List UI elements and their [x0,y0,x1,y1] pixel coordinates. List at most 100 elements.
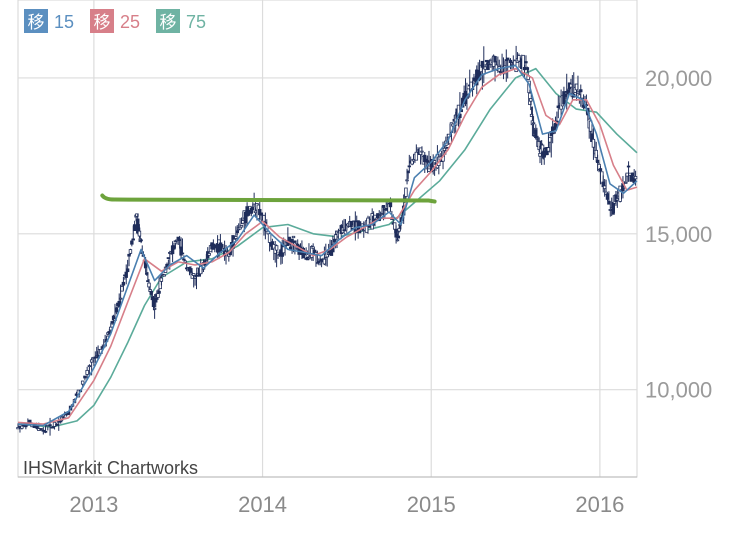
legend-period: 25 [120,12,140,32]
price-candle [152,307,157,310]
legend-item-ma25[interactable]: 移 25 [90,9,140,33]
price-candle [524,61,528,64]
legend-period: 75 [186,12,206,32]
price-candle [41,429,45,432]
ma75-line [17,67,638,428]
price-candle [43,430,48,433]
price-candle [633,176,638,180]
price-candle [48,424,52,427]
price-candle [525,67,530,70]
x-tick-label: 2015 [407,492,456,517]
price-candle [486,60,490,71]
price-candle [396,235,401,239]
price-candle [139,239,143,242]
price-candle [397,227,401,232]
ma25-series [17,67,638,425]
price-candle [493,56,497,63]
legend-badge [156,9,180,33]
price-candle [427,168,431,172]
price-candle [274,245,279,251]
price-candle [191,273,196,276]
price-candle [508,59,513,63]
price-candle [149,290,153,295]
price-candle [50,426,54,429]
price-candle [293,240,297,243]
price-candle [182,258,186,261]
legend-item-ma15[interactable]: 移 15 [24,9,74,33]
price-candle [130,240,134,245]
price-candle [147,282,151,288]
price-candle [183,260,187,263]
price-candle [114,307,119,313]
price-candle [180,252,185,255]
price-candle [404,187,408,197]
y-tick-label: 20,000 [645,66,712,91]
price-candle [628,172,632,176]
price-candle [420,150,424,153]
y-tick-label: 10,000 [645,378,712,403]
price-candle [143,263,148,269]
price-candle [405,179,409,182]
price-candle [531,122,536,125]
price-candle [59,420,63,423]
price-candle [311,246,315,249]
price-candle [538,152,542,157]
legend-badge [90,9,114,33]
price-candle [595,159,600,163]
price-candle [521,54,525,75]
price-candle [159,277,164,282]
price-candle [394,228,398,238]
price-candle [579,89,583,93]
price-candle [291,235,296,239]
price-candle [157,290,161,294]
legend-badge-text: 移 [94,13,111,33]
price-candle [189,268,193,273]
x-tick-label: 2016 [575,492,624,517]
price-candle [117,300,121,308]
legend-badge [24,9,48,33]
legend: 移 15 移 25 移 75 [24,9,206,33]
price-candle [127,253,131,257]
legend-item-ma75[interactable]: 移 75 [156,9,206,33]
price-candle [307,257,311,260]
price-candle [594,149,598,158]
price-candle [505,57,510,60]
price-candle [162,274,166,277]
price-candle [80,380,85,385]
price-candle [156,293,160,298]
price-candle [131,238,135,241]
ma75-series [17,67,638,428]
ma15-series [17,64,638,427]
price-candle [406,170,410,174]
price-candle [55,423,59,426]
price-candle [132,224,137,232]
price-candle [39,428,43,430]
price-candle [239,225,244,228]
price-candle [381,205,386,208]
price-candle [20,425,24,429]
legend-badge-text: 移 [160,13,177,33]
price-candle [267,233,272,243]
price-candle [83,375,87,379]
grid [17,0,638,478]
price-candle [238,226,242,230]
axes: 10,000 15,000 20,000 2013 2014 2015 2016 IHSMar… [18,66,712,517]
price-candle [34,425,39,429]
x-tick-label: 2014 [238,492,287,517]
price-candle [626,165,631,168]
price-candle [128,249,133,254]
plot-frame [17,0,638,478]
watermark: IHSMarkit Chartworks [23,458,198,478]
ma15-line [17,64,638,427]
x-tick-label: 2013 [69,492,118,517]
price-candle [483,66,487,70]
price-candle [395,239,400,242]
price-candle [124,271,128,278]
legend-badge-text: 移 [28,13,45,33]
price-candle [290,238,294,243]
price-candle [60,415,65,418]
price-candle [137,230,142,237]
price-candle [220,244,224,248]
price-candle [407,165,412,168]
